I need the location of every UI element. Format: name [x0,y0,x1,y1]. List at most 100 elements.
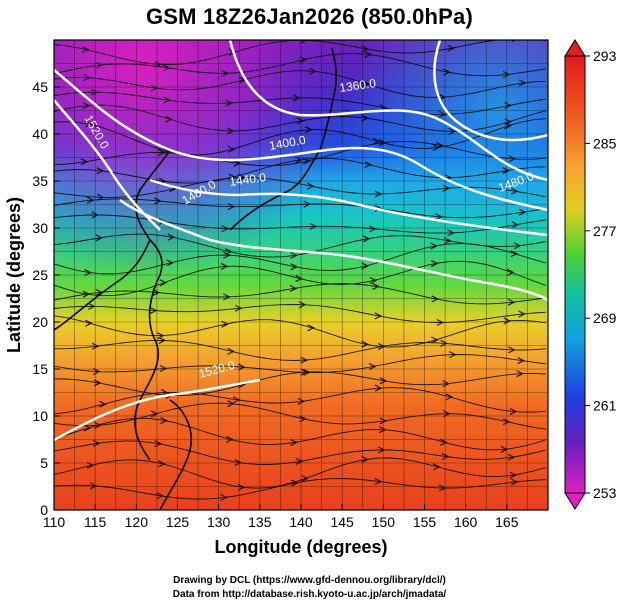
streamline [54,417,547,451]
streamline-arrow [374,204,383,213]
y-axis-label: Latitude (degrees) [4,197,24,353]
x-tick-label: 160 [454,514,478,530]
streamline-arrow [289,284,298,292]
streamline-arrow [431,295,440,303]
colorbar-label: 293 [593,48,617,64]
streamline-arrow [157,148,166,157]
streamline-arrow [503,317,512,325]
streamline-arrow [233,159,241,167]
streamline-arrow [306,182,315,190]
streamline [54,70,547,98]
streamline-arrow [91,211,100,219]
streamline-arrow [91,342,100,350]
streamline-arrow [508,346,516,354]
y-tick-label: 15 [32,361,48,377]
streamline-arrow [149,306,158,315]
streamline-arrow [296,117,305,125]
contour-label: 1440.0 [228,170,267,189]
streamline-arrow [299,415,307,423]
streamline-arrow [82,46,90,54]
streamline-arrow [227,203,236,211]
streamline-arrow [82,102,91,110]
streamline-arrow [379,377,388,385]
streamline-arrow [299,56,308,64]
streamline-arrow [517,357,526,365]
streamline-arrow [154,440,162,448]
streamline-arrow [83,74,91,82]
streamline-arrow [150,84,159,92]
streamline-arrow [307,324,315,332]
chart-title: GSM 18Z26Jan2026 (850.0hPa) [145,4,474,29]
streamline-arrow [361,45,369,53]
streamline-arrow [440,438,448,446]
streamline-arrow [438,110,447,118]
streamline-arrow [290,263,299,271]
streamline-arrow [220,262,229,270]
streamline [54,478,547,500]
temperature-field: 1360.01400.01440.01480.01520.01520.01480… [54,40,548,510]
streamline [54,283,547,305]
streamline-arrow [511,221,520,229]
streamline-arrow [438,484,447,492]
streamline-arrow [223,251,231,259]
contour-1520a [54,99,161,231]
streamline-arrow [92,439,101,447]
streamline [54,157,547,184]
streamline-arrow [361,455,370,464]
streamline-arrow [440,339,448,347]
streamline-arrow [165,115,173,123]
streamline-arrow [431,259,439,268]
streamline-arrow [513,242,522,250]
streamline [54,260,547,297]
streamline-arrow [374,190,383,198]
x-axis-label: Longitude (degrees) [214,537,387,557]
streamline-arrow [374,312,383,320]
streamline-arrow [89,482,98,490]
streamline-arrow [504,122,512,130]
streamline-arrow [220,493,228,502]
y-tick-label: 35 [32,173,48,189]
streamline-arrow [226,435,234,443]
streamline-arrow [152,288,161,296]
streamline-arrow [237,363,246,371]
streamline-arrow [300,368,309,376]
streamline-arrow [167,233,176,241]
streamline-arrow [377,446,386,454]
streamline-arrow [378,426,387,434]
y-tick-label: 0 [40,502,48,518]
streamline-arrow [96,167,105,175]
streamline-arrow [234,458,243,467]
contour-label: 1400.0 [268,133,307,153]
streamline-arrow [516,370,524,378]
streamline-arrow [86,461,95,469]
x-tick-label: 125 [166,514,190,530]
streamline-arrow [509,471,518,479]
streamline-arrow [227,145,236,153]
streamline [54,53,547,77]
streamline [54,91,547,115]
streamline-arrow [90,88,99,96]
streamline-arrow [95,234,104,242]
streamline-arrow [301,474,309,483]
streamline-arrow [374,477,383,486]
streamline [54,315,547,348]
colorbar-label: 277 [593,223,617,239]
streamline-arrow [361,262,369,270]
streamline-arrow [507,298,516,306]
streamline-arrow [295,275,303,283]
streamline-arrow [448,127,456,136]
streamline-arrow [372,137,381,145]
streamline-arrow [232,396,241,404]
x-tick-label: 120 [125,514,149,530]
streamline-arrow [159,279,168,287]
streamline-arrow [361,340,369,348]
streamline-arrow [92,368,101,376]
streamline [54,104,547,132]
streamline [54,243,547,275]
x-tick-label: 130 [207,514,231,530]
streamline-arrow [86,196,95,204]
footer-credit-dcl: Drawing by DCL (https://www.gfd-dennou.o… [173,575,446,586]
y-tick-label: 25 [32,267,48,283]
contour-label: 1360.0 [338,76,377,95]
x-tick-label: 135 [248,514,272,530]
